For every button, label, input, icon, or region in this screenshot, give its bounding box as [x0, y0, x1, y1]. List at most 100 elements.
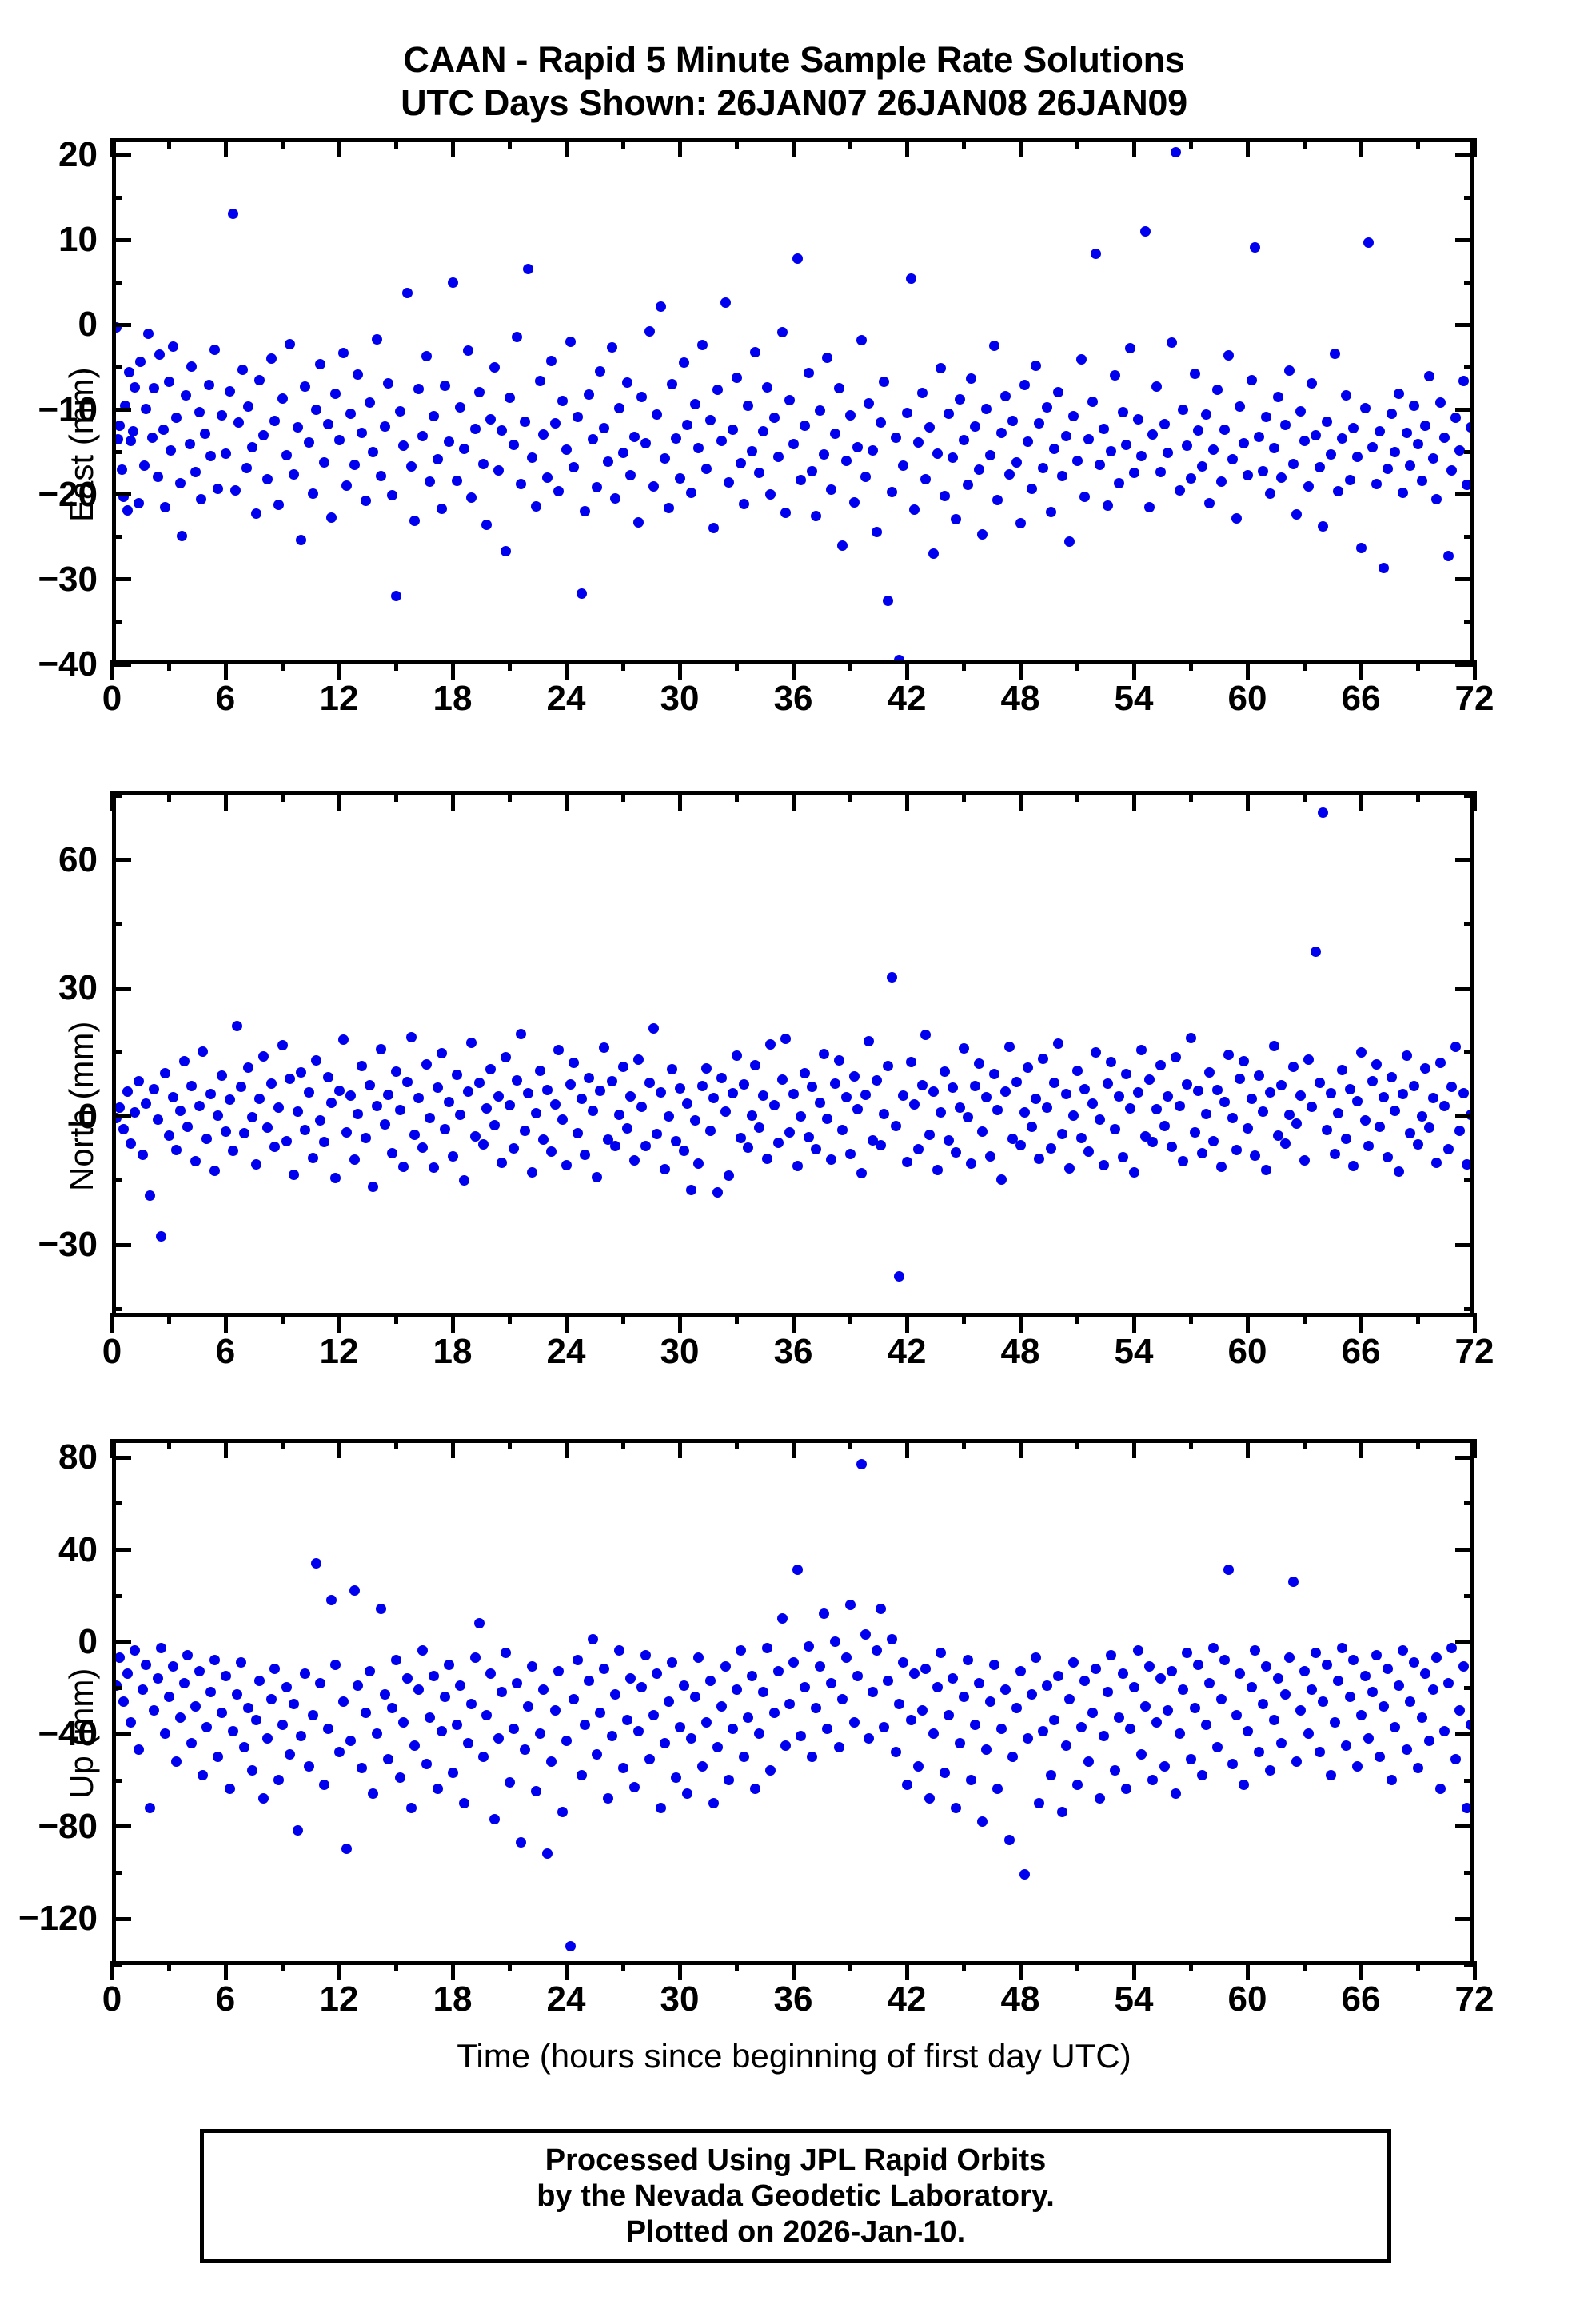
data-point [617, 1763, 628, 1774]
data-point [1355, 1046, 1367, 1058]
data-point [916, 1705, 928, 1716]
data-point [160, 501, 170, 512]
data-point [538, 1684, 549, 1696]
data-point [682, 1788, 693, 1800]
x-tick-major [1472, 1313, 1477, 1333]
data-point [1333, 485, 1344, 496]
data-point [936, 1648, 947, 1659]
data-point [720, 1106, 731, 1117]
data-point [784, 395, 795, 406]
data-point [145, 1190, 156, 1201]
data-point [708, 1797, 720, 1808]
data-point [1231, 1145, 1242, 1155]
data-point [493, 1732, 504, 1744]
x-tick-major [1472, 660, 1477, 680]
data-point [1056, 470, 1067, 481]
data-point [194, 407, 205, 417]
data-point [765, 488, 776, 500]
data-point [644, 326, 655, 337]
data-point [1359, 1671, 1371, 1681]
data-point [1363, 1141, 1375, 1152]
data-point [485, 413, 497, 425]
data-point [678, 1680, 689, 1691]
data-point [844, 1599, 856, 1610]
data-point [1197, 1148, 1207, 1159]
y-tick-major [1455, 1242, 1474, 1247]
data-point [1034, 417, 1045, 429]
data-point [1227, 1112, 1238, 1123]
data-point [289, 1698, 299, 1709]
data-point [269, 415, 281, 426]
data-point [735, 1645, 746, 1656]
data-point [1147, 429, 1159, 440]
data-point [1291, 1118, 1303, 1130]
x-tick-minor [280, 660, 285, 671]
y-tick-label: −40 [38, 644, 98, 684]
data-point [700, 464, 712, 475]
data-point [217, 410, 227, 421]
data-point [209, 1654, 220, 1665]
data-point [1215, 1161, 1227, 1172]
x-tick-minor [1188, 791, 1193, 802]
data-point [116, 1680, 122, 1691]
data-point [1140, 1700, 1151, 1712]
data-point [569, 1058, 580, 1069]
data-point [796, 1110, 807, 1122]
x-tick-minor [620, 138, 625, 149]
x-tick-major [1359, 1439, 1363, 1458]
data-point [145, 1802, 156, 1813]
data-point [258, 1792, 269, 1804]
data-point [1219, 1097, 1231, 1108]
x-tick-major [1131, 1961, 1136, 1980]
data-point [353, 1680, 364, 1691]
y-tick-minor [112, 1778, 122, 1783]
plot-area-east[interactable] [112, 138, 1474, 664]
data-point [792, 1161, 803, 1172]
x-tick-major [337, 138, 341, 157]
data-point [920, 473, 932, 484]
data-point [198, 1046, 209, 1057]
data-point [1386, 1774, 1397, 1785]
x-tick-minor [166, 1439, 171, 1449]
plot-area-north[interactable] [112, 791, 1474, 1317]
data-point [894, 654, 905, 660]
data-point [177, 530, 188, 541]
y-tick-major [1455, 153, 1474, 157]
data-point [333, 1085, 345, 1096]
x-tick-label: 36 [773, 1332, 813, 1371]
data-point [1474, 1130, 1475, 1141]
data-point [1314, 462, 1325, 472]
data-point [1174, 1100, 1185, 1111]
data-point [303, 1087, 314, 1098]
data-point [425, 1712, 436, 1723]
data-point [232, 1689, 242, 1700]
data-point [784, 1126, 795, 1138]
data-point [640, 438, 652, 449]
x-tick-label: 6 [215, 679, 236, 718]
data-point [958, 1042, 969, 1054]
data-point [265, 1693, 277, 1704]
x-tick-minor [507, 660, 512, 671]
data-point [182, 1650, 194, 1660]
data-point [860, 471, 871, 482]
data-point [504, 392, 515, 403]
data-point [1375, 426, 1386, 437]
data-point [807, 1082, 818, 1093]
data-point [451, 1719, 462, 1730]
scatter-points-up [116, 1443, 1470, 1961]
y-tick-minor [112, 1501, 122, 1506]
plot-area-up[interactable] [112, 1439, 1474, 1965]
data-point [1102, 500, 1113, 511]
data-point [1322, 1125, 1333, 1136]
data-point [1038, 463, 1049, 473]
data-point [175, 478, 186, 489]
data-point [530, 1786, 541, 1797]
y-tick-label: −20 [38, 474, 98, 514]
data-point [943, 1710, 954, 1720]
data-point [595, 1708, 606, 1719]
data-point [659, 1164, 670, 1175]
data-point [1307, 377, 1318, 389]
data-point [864, 1732, 875, 1744]
data-point [237, 364, 249, 375]
x-tick-major [1018, 138, 1023, 157]
